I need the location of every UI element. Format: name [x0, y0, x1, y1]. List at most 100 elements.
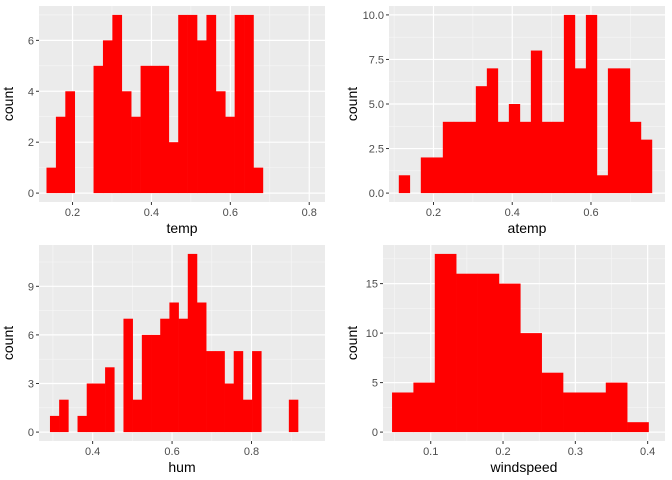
histogram-bar: [585, 14, 598, 194]
y-axis-title: count: [344, 326, 360, 360]
y-tick-label: 3: [28, 378, 34, 390]
histogram-bar: [596, 175, 609, 194]
histogram-bar: [508, 104, 521, 194]
histogram-bar: [605, 382, 628, 433]
histogram-bar: [420, 157, 433, 194]
histogram-bar: [627, 422, 649, 433]
x-tick-label: 0.4: [505, 207, 520, 219]
y-tick-label: 2: [28, 137, 34, 149]
histogram-panel-atemp: 0.2 0.4 0.6 0.0 2.5 5.0 7.5 10.0 atemp count: [344, 6, 665, 236]
histogram-bar: [252, 351, 262, 433]
histogram-bar: [288, 399, 299, 433]
histogram-bar: [187, 14, 198, 194]
histogram-bar: [434, 253, 457, 433]
histogram-bar: [197, 40, 207, 194]
histogram-bar: [112, 14, 123, 194]
histogram-bar: [541, 121, 554, 194]
histogram-bar: [520, 333, 542, 433]
histogram-bar: [46, 167, 57, 194]
y-tick-label: 6: [28, 35, 34, 47]
histogram-bar: [242, 399, 253, 433]
histogram-bar: [151, 334, 161, 433]
x-tick-label: 0.4: [144, 207, 159, 219]
x-tick-label: 0.4: [640, 446, 655, 458]
x-axis-title: atemp: [508, 220, 547, 236]
histogram-bar: [244, 14, 254, 194]
x-axis-title: windspeed: [490, 459, 558, 475]
histogram-bar: [477, 273, 500, 433]
x-axis-title: temp: [166, 220, 197, 236]
histogram-bar: [95, 383, 106, 433]
y-axis-title: count: [344, 87, 360, 121]
histogram-bar: [519, 121, 532, 194]
histogram-panel-temp: 0.2 0.4 0.6 0.8 0 2 4 6 temp count: [0, 6, 325, 236]
histogram-bar: [86, 383, 97, 433]
histogram-bar: [541, 372, 564, 433]
histogram-bar: [413, 382, 436, 433]
histogram-bar: [234, 14, 245, 194]
y-tick-label: 0: [28, 188, 34, 200]
histogram-bar: [498, 283, 521, 433]
histogram-bar: [131, 116, 141, 194]
x-tick-label: 0.6: [583, 207, 598, 219]
histogram-bar: [552, 121, 565, 194]
histogram-panel-windspeed: 0.1 0.2 0.3 0.4 0 5 10 15 windspeed count: [344, 245, 665, 475]
histogram-bar: [132, 399, 143, 433]
histogram-bar: [486, 68, 499, 194]
histogram-bar: [215, 351, 225, 433]
y-tick-label: 9: [28, 281, 34, 293]
histogram-bar: [206, 14, 217, 194]
x-tick-label: 0.3: [568, 446, 583, 458]
histogram-bar: [59, 399, 69, 433]
histogram-bar: [49, 415, 60, 433]
x-tick-label: 0.2: [65, 207, 80, 219]
histogram-bar: [77, 415, 88, 433]
histogram-panel-hum: 0.4 0.6 0.8 0 3 6 9 hum count: [0, 245, 325, 475]
histogram-bar: [102, 40, 113, 194]
y-axis-title: count: [0, 87, 16, 121]
histogram-bar: [574, 68, 587, 194]
x-tick-label: 0.4: [85, 446, 100, 458]
histogram-bar: [584, 392, 607, 433]
histogram-bar: [215, 91, 226, 194]
y-tick-label: 10: [366, 328, 378, 340]
y-axis-title: count: [0, 326, 16, 360]
histogram-bar: [123, 318, 133, 433]
y-tick-label: 4: [28, 86, 34, 98]
y-tick-label: 0.0: [369, 188, 384, 200]
histogram-bar: [530, 50, 543, 194]
y-tick-label: 0: [28, 427, 34, 439]
y-tick-label: 5.0: [369, 99, 384, 111]
histogram-bar: [159, 65, 170, 194]
y-tick-label: 5: [372, 378, 378, 390]
x-tick-label: 0.8: [302, 207, 317, 219]
histogram-bar: [453, 121, 466, 194]
y-tick-label: 0: [372, 427, 378, 439]
histogram-bar: [398, 175, 411, 194]
histogram-bar: [607, 68, 620, 194]
histogram-bar: [160, 318, 170, 433]
histogram-bar: [456, 273, 478, 433]
histogram-bar: [141, 334, 152, 433]
histogram-bar: [224, 383, 235, 433]
histogram-bar: [618, 68, 631, 194]
histogram-bar: [442, 121, 455, 194]
histogram-bar: [640, 139, 653, 194]
histogram-bar: [475, 86, 488, 194]
histogram-bar: [93, 65, 104, 194]
histogram-bar: [497, 121, 510, 194]
histogram-bar: [149, 65, 160, 194]
histogram-bar: [253, 167, 264, 194]
histogram-bar: [140, 65, 151, 194]
histogram-bar: [187, 253, 198, 433]
histogram-bar: [55, 116, 66, 194]
x-tick-label: 0.6: [164, 446, 179, 458]
y-tick-label: 10.0: [363, 10, 384, 22]
histogram-bar: [563, 392, 585, 433]
histogram-bar: [169, 302, 179, 433]
x-axis-title: hum: [168, 459, 195, 475]
histogram-bar: [196, 302, 207, 433]
histogram-bar: [206, 351, 216, 433]
y-tick-label: 6: [28, 330, 34, 342]
